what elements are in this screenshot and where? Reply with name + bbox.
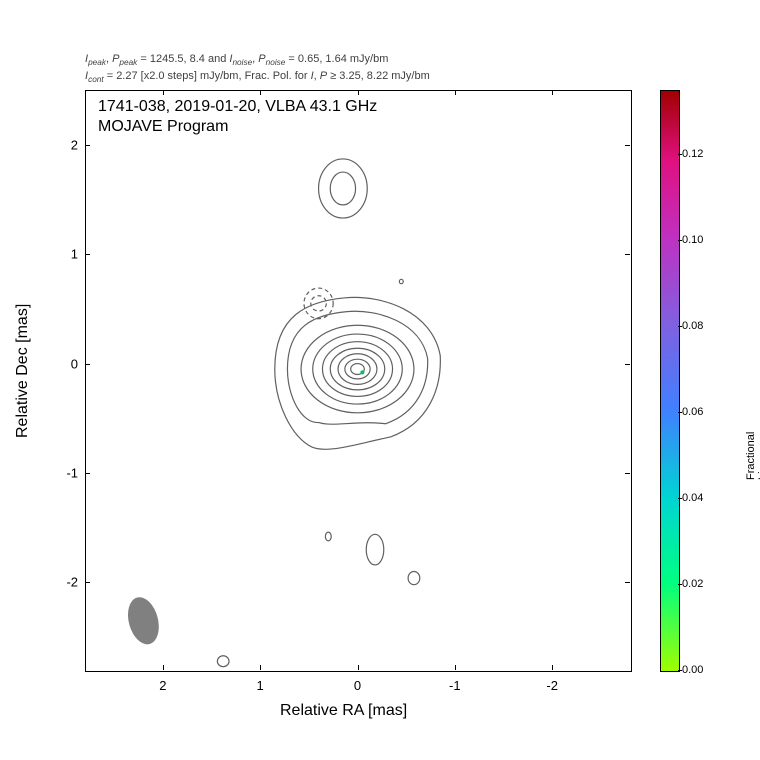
x-tick-mark: [358, 665, 359, 670]
x-tick-mark: [455, 665, 456, 670]
x-tick: -1: [449, 678, 461, 693]
x-tick: 2: [159, 678, 166, 693]
y-axis-label: Relative Dec [mas]: [14, 304, 32, 438]
colorbar-tick: 0.02: [682, 578, 703, 590]
x-tick-mark: [260, 665, 261, 670]
y-tick: -2: [48, 575, 78, 590]
colorbar-tick-mark: [678, 498, 682, 499]
colorbar: [660, 90, 680, 672]
y-tick-mark: [85, 254, 90, 255]
y-tick-mark: [85, 473, 90, 474]
colorbar-tick-mark: [678, 412, 682, 413]
colorbar-tick: 0.08: [682, 320, 703, 332]
y-tick-mark: [625, 364, 630, 365]
colorbar-tick-mark: [678, 584, 682, 585]
x-tick-mark: [455, 90, 456, 95]
y-tick-mark: [85, 145, 90, 146]
y-tick-mark: [625, 145, 630, 146]
colorbar-tick: 0.06: [682, 406, 703, 418]
x-tick-mark: [552, 90, 553, 95]
header-line1: Ipeak, Ppeak = 1245.5, 8.4 and Inoise, P…: [85, 53, 388, 67]
colorbar-tick: 0.04: [682, 492, 703, 504]
colorbar-tick: 0.10: [682, 234, 703, 246]
y-tick: -1: [48, 466, 78, 481]
colorbar-tick-mark: [678, 240, 682, 241]
colorbar-label: Fractional Linear Polarization: [745, 423, 760, 480]
x-tick-mark: [260, 90, 261, 95]
colorbar-tick: 0.00: [682, 664, 703, 676]
header-line2: Icont = 2.27 [x2.0 steps] mJy/bm, Frac. …: [85, 70, 430, 84]
x-tick-mark: [163, 90, 164, 95]
x-axis-label: Relative RA [mas]: [280, 702, 407, 720]
y-tick-mark: [625, 473, 630, 474]
x-tick-mark: [163, 665, 164, 670]
y-tick-mark: [625, 254, 630, 255]
colorbar-tick-mark: [678, 154, 682, 155]
x-tick: 1: [257, 678, 264, 693]
y-tick-mark: [85, 582, 90, 583]
y-tick: 0: [48, 356, 78, 371]
y-tick-mark: [625, 582, 630, 583]
y-tick-mark: [85, 364, 90, 365]
x-tick-mark: [552, 665, 553, 670]
x-tick-mark: [358, 90, 359, 95]
x-tick: 0: [354, 678, 361, 693]
colorbar-tick-mark: [678, 670, 682, 671]
contour-svg: [85, 90, 630, 670]
y-tick: 1: [48, 247, 78, 262]
colorbar-tick: 0.12: [682, 148, 703, 160]
x-tick: -2: [546, 678, 558, 693]
y-tick: 2: [48, 137, 78, 152]
colorbar-tick-mark: [678, 326, 682, 327]
